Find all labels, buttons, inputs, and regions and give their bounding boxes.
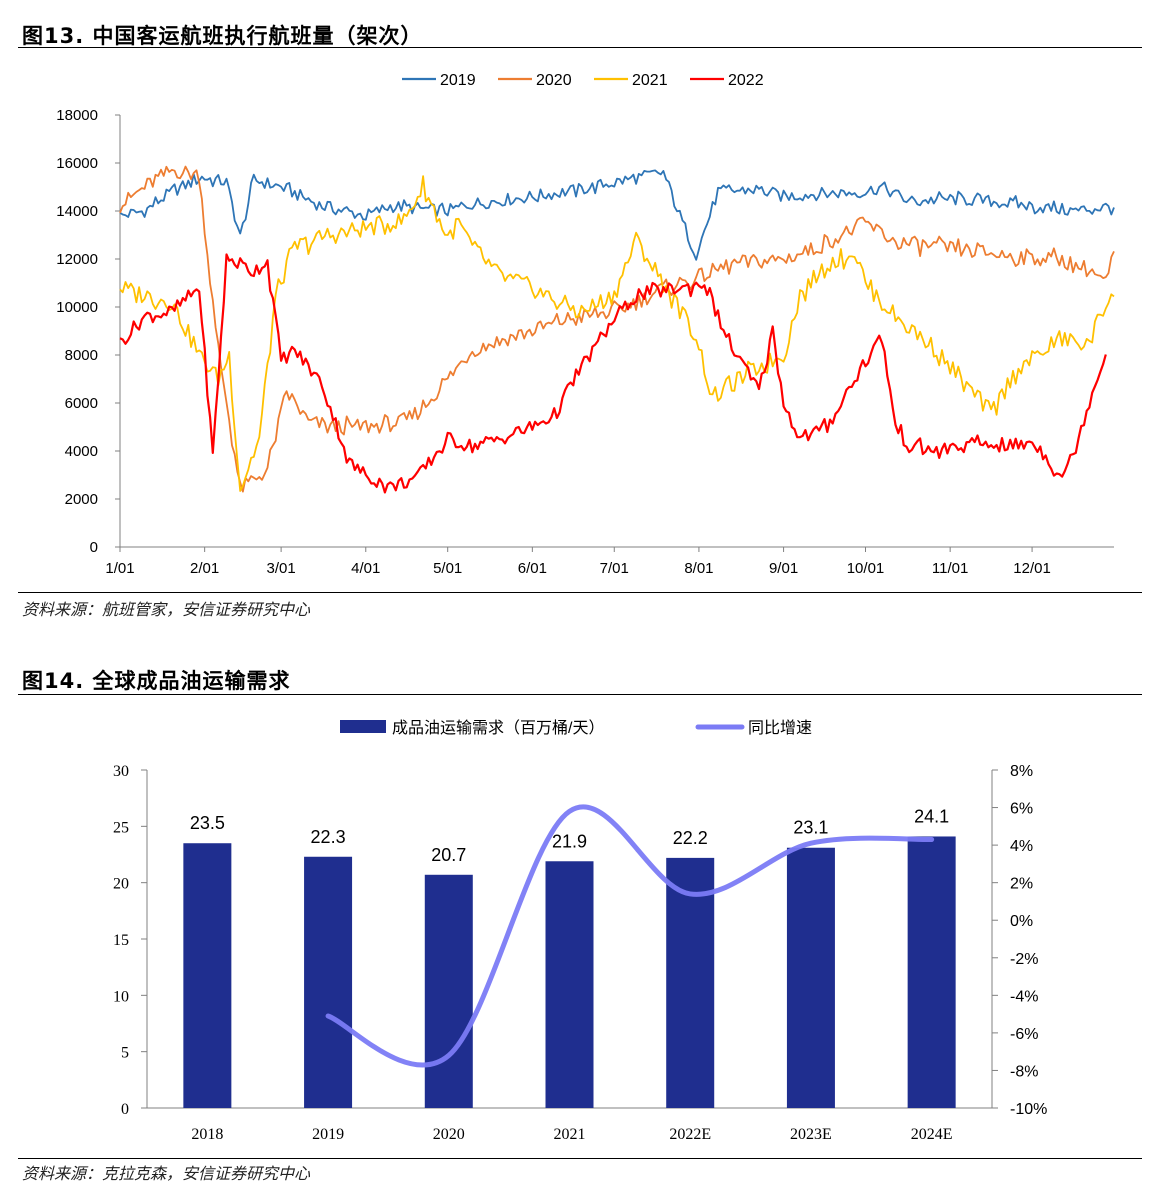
x-tick-label: 4/01 [351,560,380,577]
y-tick-label: 16000 [56,155,98,172]
bar-2021 [545,861,594,1108]
legend-label-2022: 2022 [728,72,764,89]
legend-label-bar: 成品油运输需求（百万桶/天） [392,719,604,737]
bar-value-label: 22.3 [311,827,346,847]
x-tick-label: 11/01 [932,560,968,577]
right-tick-label: -8% [1010,1063,1038,1080]
bar-value-label: 23.1 [793,818,828,838]
growth-line-path [325,804,935,1068]
x-tick-label: 6/01 [518,560,547,577]
figure14-growth-line [325,804,935,1068]
figure14-title: 图14. 全球成品油运输需求 [22,669,291,693]
y-tick-label: 8000 [65,347,98,364]
figure14-legend: 成品油运输需求（百万桶/天） 同比增速 [340,719,812,737]
legend-label-2020: 2020 [536,72,572,89]
x-tick-label: 8/01 [684,560,713,577]
figure13-x-axis: 1/01 2/01 3/01 4/01 5/01 6/01 7/01 8/01 9/01 10/0… [105,546,1114,577]
y-tick-label: 10000 [56,299,98,316]
category-label: 2021 [554,1126,586,1143]
figure13-bottom-rule [18,592,1142,593]
category-label: 2023E [790,1126,832,1143]
x-tick-label: 1/01 [105,560,134,577]
left-tick-label: 10 [113,988,129,1005]
y-tick-label: 2000 [65,491,98,508]
bar-value-label: 21.9 [552,831,587,851]
series-line-2020 [119,165,1115,493]
y-tick-label: 14000 [56,203,98,220]
legend-label-2021: 2021 [632,72,668,89]
left-tick-label: 15 [113,932,129,949]
right-tick-label: 8% [1010,763,1033,780]
bar-2019 [304,856,353,1108]
figure14-title-rule [18,694,1142,695]
series-line-2022 [119,253,1107,494]
category-label: 2019 [312,1126,344,1143]
right-tick-label: -4% [1010,988,1038,1005]
category-label: 2024E [911,1126,953,1143]
left-tick-label: 5 [121,1045,129,1062]
y-tick-label: 0 [90,539,98,556]
figure13-title: 图13. 中国客运航班执行航班量（架次） [22,24,423,48]
right-tick-label: 4% [1010,838,1033,855]
figure14-bars: 23.5 2018 22.3 2019 20.7 2020 21.9 2021 22.2 2022… [183,806,956,1143]
x-tick-label: 5/01 [433,560,462,577]
series-line-2019 [119,169,1115,261]
x-tick-label: 10/01 [847,560,885,577]
right-tick-label: -2% [1010,951,1038,968]
right-tick-label: 2% [1010,876,1033,893]
y-tick-label: 18000 [56,107,98,124]
bar-value-label: 23.5 [190,813,225,833]
figure13-legend: 2019 2020 2021 2022 [402,72,764,89]
y-tick-label: 4000 [65,443,98,460]
bar-value-label: 22.2 [673,828,708,848]
category-label: 2022E [669,1126,711,1143]
figure14-right-axis: -10% -8% -6% -4% -2% 0% 2% 4% 6% 8% [991,763,1047,1118]
x-tick-label: 3/01 [267,560,296,577]
figure14-source: 资料来源：克拉克森，安信证券研究中心 [22,1164,311,1183]
category-label: 2020 [433,1126,465,1143]
bar-2022E [666,857,715,1108]
legend-swatch-bar [340,720,386,733]
x-tick-label: 9/01 [769,560,798,577]
bar-2018 [183,843,232,1108]
left-tick-label: 20 [113,876,129,893]
legend-label-line: 同比增速 [748,719,812,737]
x-tick-label: 2/01 [190,560,219,577]
left-tick-label: 25 [113,819,129,836]
left-tick-label: 30 [113,763,129,780]
bar-value-label: 20.7 [431,845,466,865]
figure13-y-axis: 0 2000 4000 6000 8000 10000 12000 14000 16000 180… [56,107,121,556]
legend-label-2019: 2019 [440,72,476,89]
y-tick-label: 6000 [65,395,98,412]
left-tick-label: 0 [121,1101,129,1118]
right-tick-label: -10% [1010,1101,1047,1118]
figure13-plot [119,165,1115,494]
series-line-2021 [119,175,1115,492]
category-label: 2018 [191,1126,223,1143]
bar-2024E [907,836,956,1108]
bar-2023E [786,847,835,1108]
figure13-chart: 2019 2020 2021 2022 0 2000 4000 6000 8000 10000 1… [56,72,1115,577]
right-tick-label: 0% [1010,913,1033,930]
right-tick-label: 6% [1010,801,1033,818]
x-tick-label: 12/01 [1013,560,1051,577]
x-tick-label: 7/01 [600,560,629,577]
right-tick-label: -6% [1010,1026,1038,1043]
figure13-source: 资料来源：航班管家，安信证券研究中心 [22,600,311,619]
y-tick-label: 12000 [56,251,98,268]
bar-value-label: 24.1 [914,806,949,826]
bar-2020 [424,874,473,1108]
figure13-title-rule [18,47,1142,48]
figure14-bottom-rule [18,1158,1142,1159]
